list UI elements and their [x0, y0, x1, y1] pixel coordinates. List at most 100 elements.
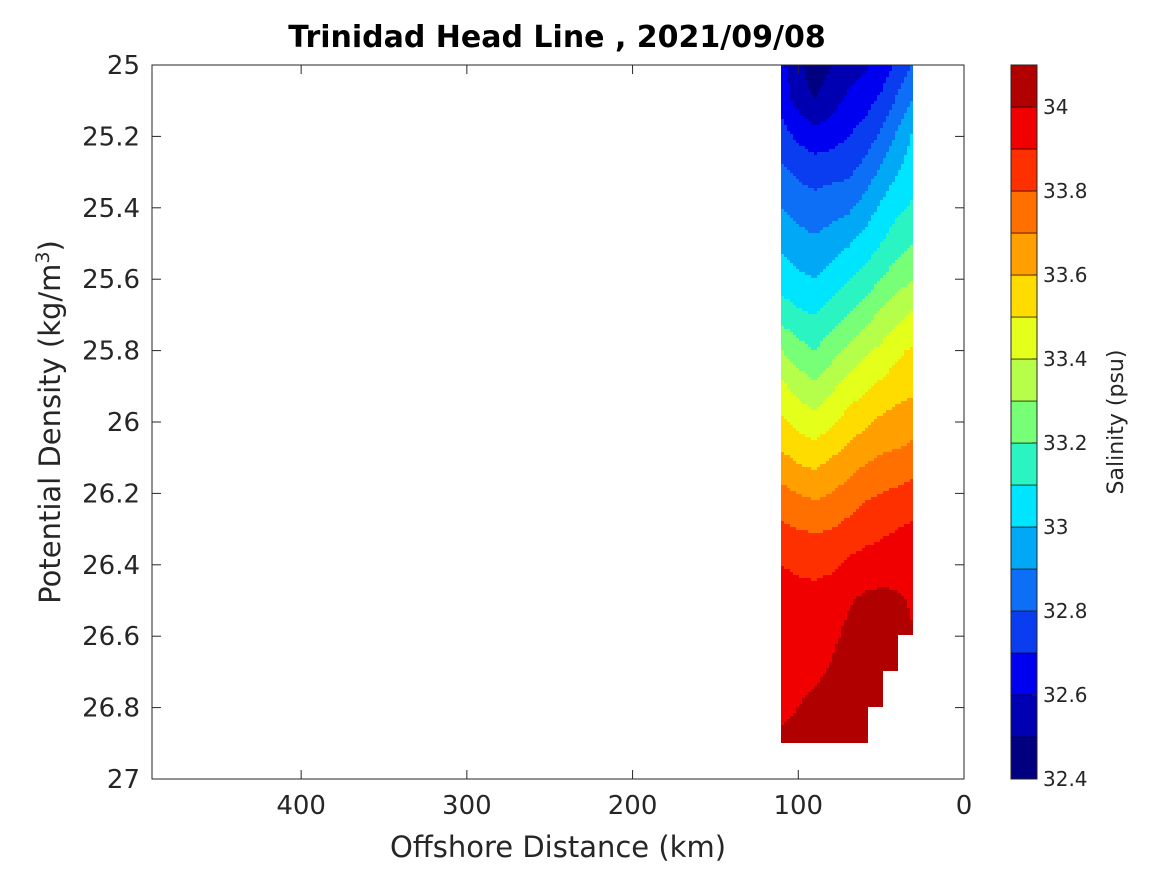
contour-cell — [880, 164, 901, 167]
contour-cell — [781, 299, 790, 302]
contour-cell — [835, 386, 871, 389]
contour-cell — [853, 170, 877, 173]
contour-cell — [880, 539, 913, 542]
contour-cell — [811, 467, 817, 470]
contour-cell — [781, 407, 811, 410]
contour-cell — [841, 449, 892, 452]
contour-cell — [856, 596, 904, 599]
contour-cell — [802, 494, 826, 497]
contour-cell — [853, 308, 880, 311]
y-tick-label: 26.8 — [82, 694, 140, 724]
contour-cell — [850, 404, 895, 407]
contour-cell — [790, 86, 808, 89]
contour-cell — [835, 326, 865, 329]
contour-cell — [910, 101, 913, 104]
contour-cell — [793, 332, 829, 335]
contour-cell — [811, 89, 820, 92]
contour-cell — [832, 221, 868, 224]
colorbar-tick-label: 34 — [1043, 95, 1068, 119]
contour-cell — [898, 485, 913, 488]
contour-cell — [781, 668, 826, 671]
contour-cell — [817, 311, 850, 314]
contour-cell — [790, 299, 829, 302]
contour-cell — [865, 71, 889, 74]
contour-cell — [907, 248, 913, 251]
contour-cell — [880, 344, 913, 347]
contour-cell — [781, 704, 799, 707]
contour-cell — [781, 134, 793, 137]
contour-cell — [784, 380, 841, 383]
contour-cell — [781, 539, 880, 542]
contour-cell — [781, 293, 835, 296]
contour-cell — [781, 122, 784, 125]
contour-cell — [868, 461, 913, 464]
contour-cell — [781, 566, 784, 569]
contour-cell — [781, 266, 796, 269]
contour-cell — [781, 167, 787, 170]
contour-cell — [802, 182, 832, 185]
contour-cell — [862, 230, 889, 233]
contour-cell — [835, 644, 898, 647]
contour-cell — [859, 77, 886, 80]
contour-cell — [781, 395, 796, 398]
contour-cell — [853, 599, 907, 602]
contour-cell — [781, 227, 805, 230]
contour-cell — [859, 302, 886, 305]
contour-cell — [781, 392, 793, 395]
contour-cell — [895, 221, 913, 224]
contour-cell — [781, 608, 850, 611]
contour-cell — [781, 581, 913, 584]
contour-cell — [904, 482, 913, 485]
contour-cell — [781, 161, 862, 164]
contour-cell — [805, 371, 823, 374]
contour-cell — [853, 602, 907, 605]
colorbar-swatch — [1010, 106, 1038, 150]
contour-cell — [847, 92, 880, 95]
contour-cell — [784, 122, 811, 125]
contour-cell — [868, 65, 892, 68]
contour-cell — [808, 185, 823, 188]
colorbar-swatch — [1010, 232, 1038, 276]
contour-cell — [781, 590, 865, 593]
contour-cell — [781, 209, 784, 212]
contour-cell — [877, 173, 898, 176]
contour-cell — [844, 248, 877, 251]
contour-cell — [877, 281, 910, 284]
contour-cell — [817, 95, 844, 98]
contour-cell — [781, 80, 787, 83]
contour-cell — [901, 83, 913, 86]
contour-cell — [868, 185, 889, 188]
contour-cell — [871, 107, 892, 110]
contour-cell — [781, 401, 802, 404]
contour-cell — [910, 140, 913, 143]
contour-cell — [781, 155, 865, 158]
contour-cell — [781, 107, 796, 110]
contour-cell — [862, 194, 886, 197]
contour-cell — [853, 206, 877, 209]
contour-cell — [850, 245, 880, 248]
contour-cell — [781, 575, 799, 578]
contour-cell — [781, 386, 787, 389]
contour-cell — [865, 326, 895, 329]
contour-cell — [781, 497, 811, 500]
contour-cell — [850, 278, 880, 281]
contour-cell — [901, 122, 913, 125]
contour-cell — [835, 110, 868, 113]
contour-cell — [781, 491, 796, 494]
contour-cell — [781, 302, 793, 305]
contour-cell — [895, 260, 913, 263]
contour-cell — [781, 308, 802, 311]
contour-cell — [892, 107, 907, 110]
contour-cell — [865, 428, 913, 431]
contour-cell — [907, 605, 913, 608]
contour-cell — [847, 374, 886, 377]
contour-cell — [829, 458, 874, 461]
contour-cell — [850, 605, 907, 608]
contour-cell — [784, 326, 835, 329]
contour-cell — [880, 278, 913, 281]
contour-cell — [895, 530, 913, 533]
contour-cell — [856, 509, 913, 512]
contour-cell — [781, 716, 790, 719]
contour-cell — [898, 215, 913, 218]
contour-cell — [904, 158, 913, 161]
